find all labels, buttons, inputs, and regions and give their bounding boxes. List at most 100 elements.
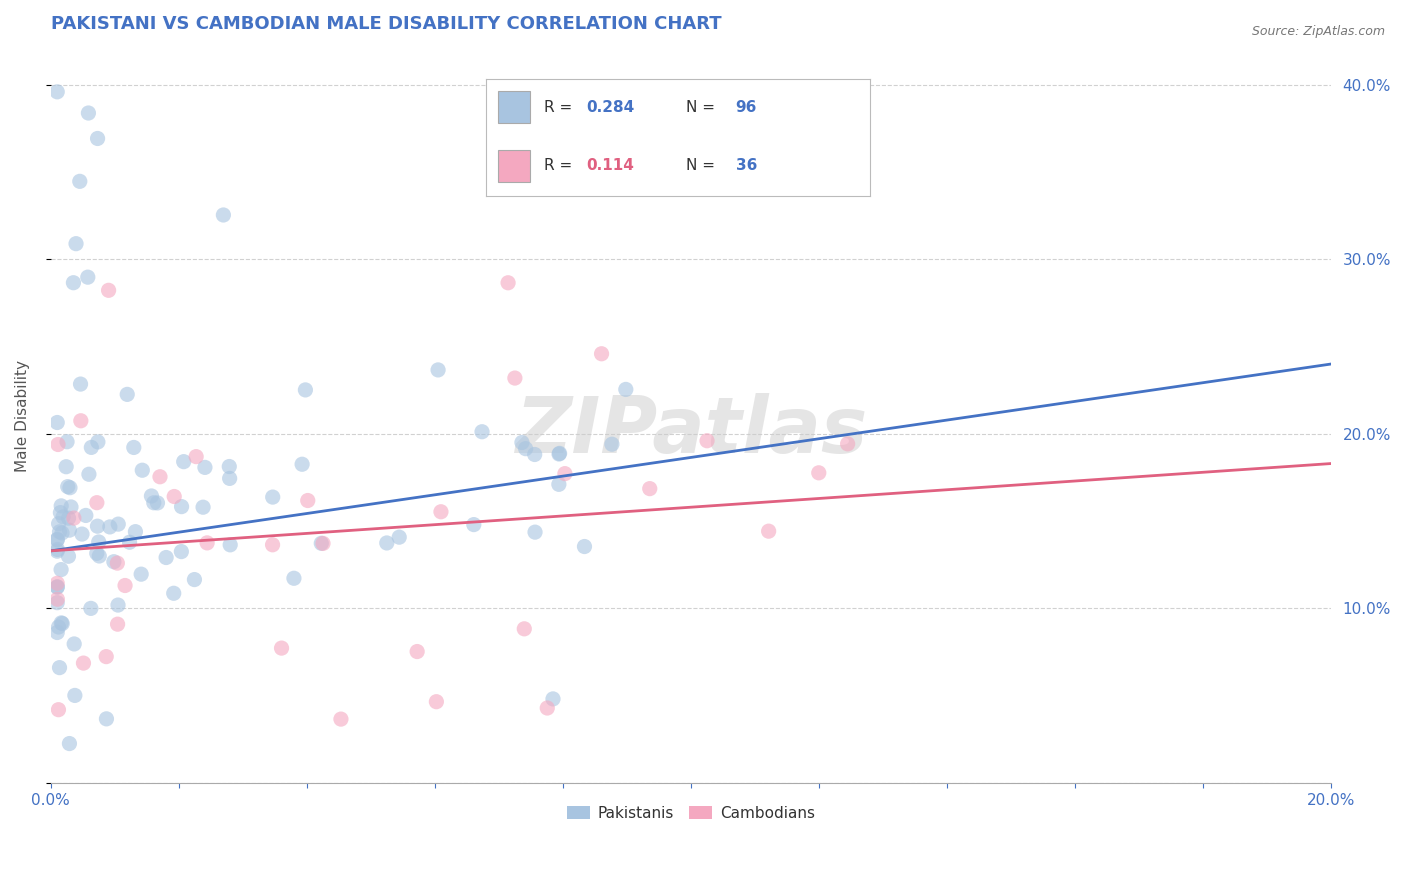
Point <box>524 525 547 540</box>
Point <box>63 637 86 651</box>
Point <box>427 363 450 377</box>
Point <box>425 695 447 709</box>
Point <box>96 712 118 726</box>
Point <box>107 598 129 612</box>
Point <box>46 596 69 610</box>
Point <box>155 550 177 565</box>
Point <box>58 549 80 564</box>
Point <box>46 533 69 547</box>
Text: Source: ZipAtlas.com: Source: ZipAtlas.com <box>1251 25 1385 38</box>
Point <box>46 542 69 557</box>
Point <box>80 441 103 455</box>
Point <box>170 544 193 558</box>
Point <box>76 270 98 285</box>
Point <box>62 276 84 290</box>
Point <box>375 536 398 550</box>
Point <box>97 283 120 297</box>
Point <box>58 511 80 525</box>
Point <box>548 447 571 461</box>
Point <box>72 656 94 670</box>
Point <box>142 496 165 510</box>
Point <box>46 85 69 99</box>
Point <box>554 467 576 481</box>
Point <box>46 592 69 607</box>
Point <box>98 520 121 534</box>
Point <box>69 377 91 392</box>
Point <box>513 622 536 636</box>
Point <box>186 450 208 464</box>
Point <box>58 523 80 537</box>
Point <box>75 508 97 523</box>
Point <box>107 617 129 632</box>
Point <box>63 689 86 703</box>
Point <box>114 578 136 592</box>
Point <box>118 535 141 549</box>
Point <box>59 481 82 495</box>
Point <box>52 509 75 524</box>
Point <box>541 692 564 706</box>
Point <box>471 425 494 439</box>
Point <box>107 517 129 532</box>
Point <box>614 383 637 397</box>
Point <box>591 347 613 361</box>
Text: PAKISTANI VS CAMBODIAN MALE DISABILITY CORRELATION CHART: PAKISTANI VS CAMBODIAN MALE DISABILITY C… <box>51 15 721 33</box>
Point <box>312 536 335 550</box>
Point <box>194 460 217 475</box>
Point <box>388 530 411 544</box>
Point <box>131 463 153 477</box>
Point <box>63 511 86 525</box>
Point <box>146 496 169 510</box>
Point <box>406 644 429 658</box>
Point <box>219 538 242 552</box>
Point <box>48 703 70 717</box>
Point <box>163 586 186 600</box>
Point <box>329 712 352 726</box>
Point <box>515 442 537 456</box>
Point <box>89 549 111 563</box>
Point <box>837 437 859 451</box>
Point <box>86 496 108 510</box>
Point <box>48 620 70 634</box>
Point <box>70 527 93 541</box>
Point <box>218 471 240 485</box>
Point <box>48 524 70 539</box>
Point <box>294 383 316 397</box>
Point <box>46 625 69 640</box>
Point <box>49 563 72 577</box>
Point <box>463 517 485 532</box>
Point <box>141 489 163 503</box>
Point <box>115 387 138 401</box>
Point <box>311 536 333 550</box>
Point <box>124 524 146 539</box>
Point <box>548 446 571 460</box>
Point <box>51 615 73 630</box>
Point <box>56 480 79 494</box>
Point <box>46 437 69 451</box>
Point <box>430 505 453 519</box>
Point <box>51 525 73 540</box>
Point <box>129 567 152 582</box>
Point <box>503 371 526 385</box>
Point <box>122 441 145 455</box>
Legend: Pakistanis, Cambodians: Pakistanis, Cambodians <box>561 799 821 827</box>
Point <box>212 208 235 222</box>
Point <box>547 477 569 491</box>
Point <box>77 106 100 120</box>
Point <box>496 276 519 290</box>
Point <box>807 466 830 480</box>
Point <box>65 236 87 251</box>
Point <box>191 500 214 515</box>
Point <box>86 546 108 560</box>
Point <box>80 601 103 615</box>
Point <box>105 556 128 570</box>
Point <box>56 434 79 449</box>
Point <box>696 434 718 448</box>
Point <box>48 660 70 674</box>
Point <box>262 538 284 552</box>
Point <box>86 131 108 145</box>
Point <box>69 414 91 428</box>
Point <box>48 516 70 531</box>
Point <box>510 435 533 450</box>
Point <box>270 641 292 656</box>
Point <box>149 469 172 483</box>
